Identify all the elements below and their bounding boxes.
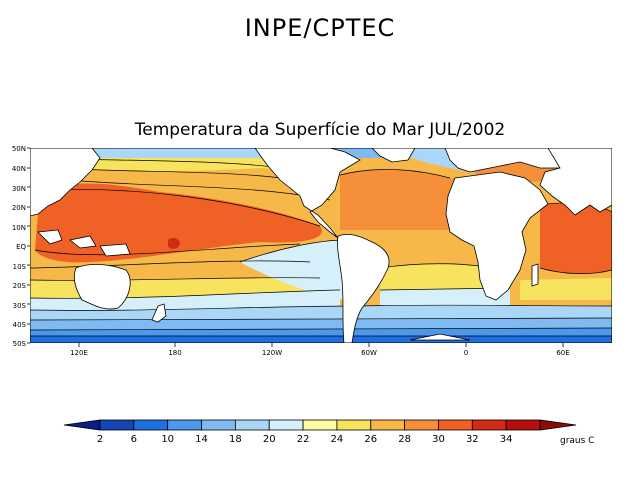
legend-label: 28	[398, 434, 411, 445]
legend-swatch	[99, 419, 135, 431]
legend-swatch	[370, 419, 406, 431]
indian-ocean-30	[540, 202, 612, 274]
legend-label: 32	[466, 434, 479, 445]
lon-label-120e: 120E	[70, 349, 88, 357]
legend-label: 18	[229, 434, 242, 445]
legend-label: 20	[263, 434, 276, 445]
lat-label-10n: 10N	[12, 224, 26, 232]
north-atlantic-26	[340, 169, 470, 230]
lat-label-50n: 50N	[12, 145, 26, 153]
sst-field	[30, 148, 612, 343]
lat-label-10s: 10S	[13, 263, 27, 271]
legend-label: 26	[364, 434, 377, 445]
legend-arrow-low	[63, 419, 101, 431]
lon-label-0: 0	[464, 349, 468, 357]
africa	[445, 171, 549, 301]
legend-swatch	[302, 419, 338, 431]
north-band-22	[30, 148, 330, 176]
map-title: Temperatura da Superfície do Mar JUL/200…	[134, 120, 506, 140]
lat-label-20s: 20S	[13, 282, 27, 290]
lon-label-60w: 60W	[361, 349, 377, 357]
legend-label: 24	[331, 434, 344, 445]
new-guinea	[99, 243, 131, 257]
lat-label-eq: EQ	[16, 243, 26, 251]
lon-label-120w: 120W	[262, 349, 282, 357]
east-asia	[30, 148, 101, 217]
lat-label-50s: 50S	[13, 340, 27, 348]
warm-core-30	[168, 237, 180, 249]
lat-label-40n: 40N	[12, 165, 26, 173]
continents	[30, 148, 612, 343]
warm-pool-30	[35, 183, 322, 263]
legend-labels: 2 6 10 14 18 20 22 24 26 28 30 32 34	[97, 434, 513, 445]
legend-label: 34	[500, 434, 513, 445]
legend-swatch	[471, 419, 507, 431]
legend-swatch	[234, 419, 270, 431]
organization-header: INPE/CPTEC	[244, 14, 396, 42]
legend-swatch	[268, 419, 304, 431]
legend-swatch	[404, 419, 439, 431]
legend-label: 30	[432, 434, 445, 445]
legend-arrow-high	[539, 419, 577, 431]
north-america	[254, 148, 361, 239]
legend-swatch	[133, 419, 169, 431]
lon-axis: 120E 180 120W 60W 0 60E	[70, 349, 570, 357]
new-zealand	[151, 303, 167, 323]
legend-label: 2	[97, 434, 103, 445]
legend-swatch	[505, 419, 541, 431]
australia	[74, 264, 131, 310]
indonesia-2	[69, 235, 97, 249]
asia	[539, 148, 612, 216]
legend-swatch	[336, 419, 372, 431]
lon-label-60e: 60E	[556, 349, 569, 357]
indian-south-24	[520, 278, 612, 300]
legend-label: 22	[297, 434, 310, 445]
legend-label: 10	[161, 434, 174, 445]
greenland	[371, 148, 416, 163]
lon-label-180: 180	[168, 349, 181, 357]
lat-label-20n: 20N	[12, 204, 26, 212]
color-legend	[63, 419, 577, 431]
south-band-6	[30, 336, 612, 343]
legend-swatch	[438, 419, 473, 431]
lat-label-30s: 30S	[13, 302, 27, 310]
north-band-24	[60, 158, 330, 186]
legend-swatch	[167, 419, 202, 431]
lat-label-40s: 40S	[13, 321, 27, 329]
lat-label-30n: 30N	[12, 185, 26, 193]
south-america	[337, 234, 390, 343]
east-pacific-cold-tongue	[240, 240, 345, 300]
legend-unit: graus C	[560, 436, 594, 446]
lat-ticks	[27, 147, 30, 344]
legend-label: 6	[131, 434, 137, 445]
legend-swatch	[201, 419, 236, 431]
madagascar	[531, 263, 539, 287]
antarctica	[409, 333, 471, 341]
legend-label: 14	[195, 434, 208, 445]
indonesia	[37, 229, 63, 245]
lon-ticks	[78, 343, 564, 347]
south-atlantic-22	[380, 288, 510, 306]
lat-axis: 50N 40N 30N 20N 10N EQ 10S 20S 30S 40S 5…	[12, 145, 27, 348]
